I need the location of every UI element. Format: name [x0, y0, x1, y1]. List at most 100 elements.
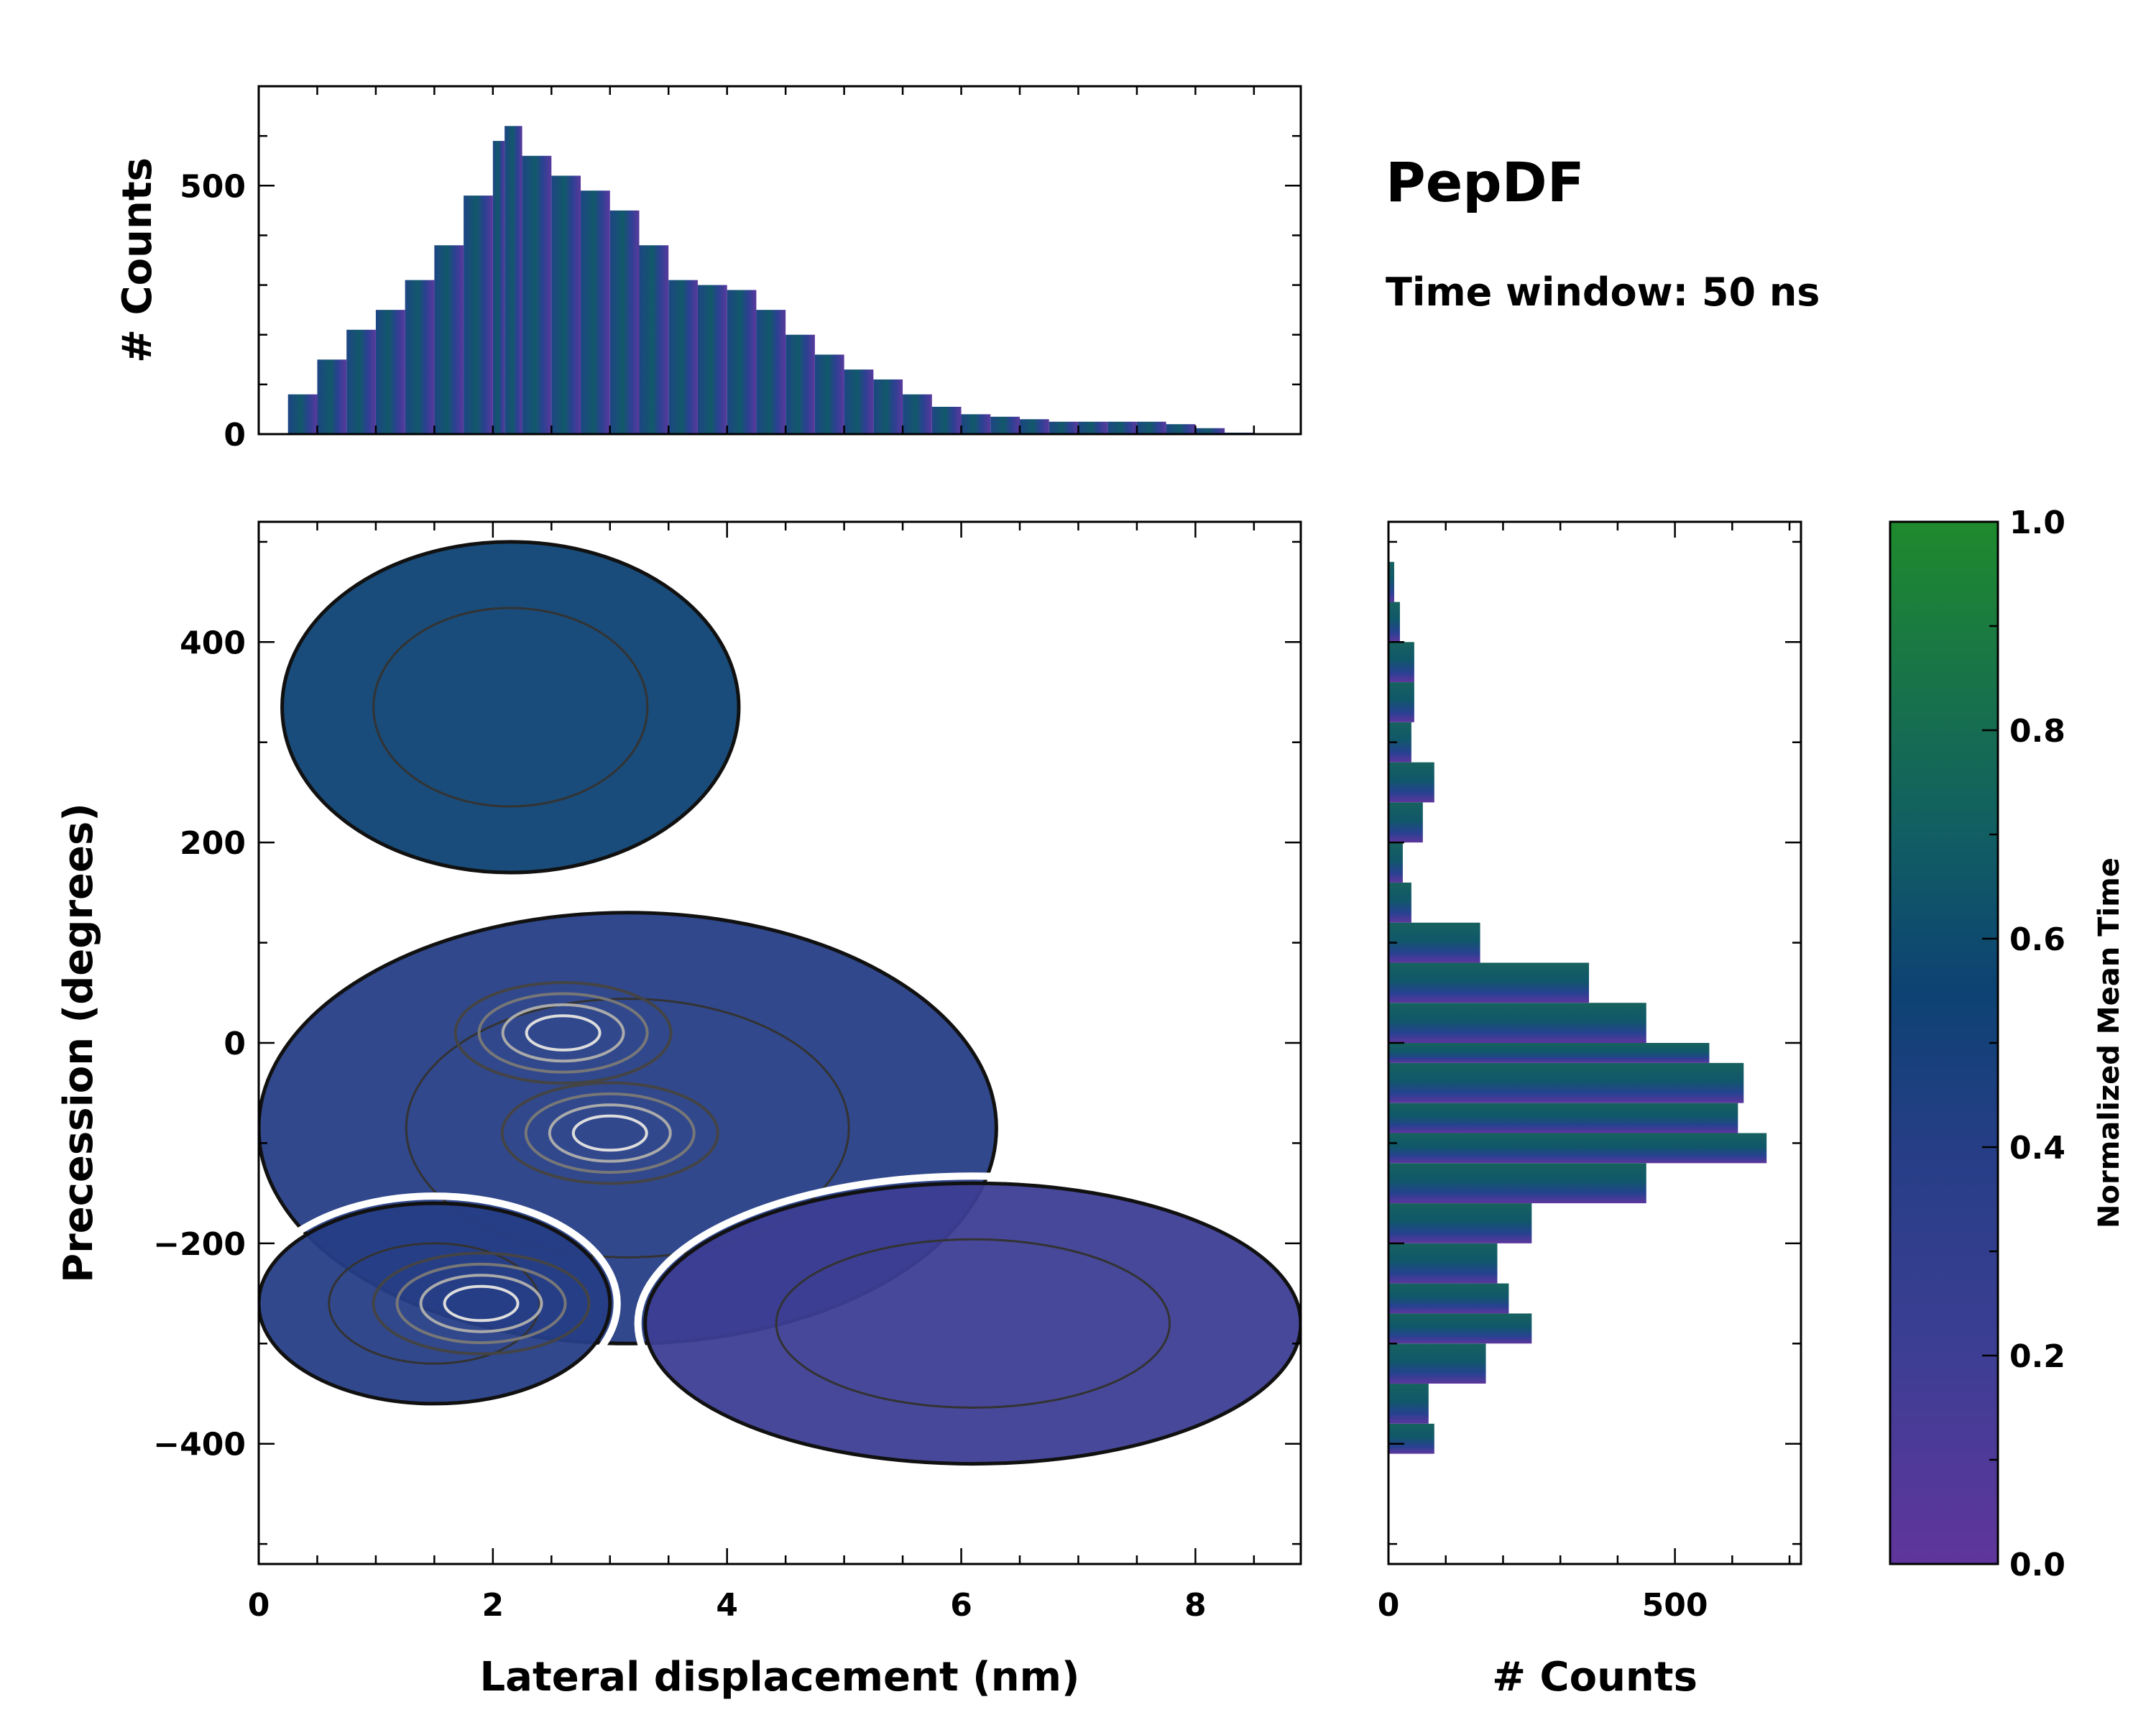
- top-hist-bar: [1019, 419, 1049, 434]
- top-hist-bar: [961, 414, 991, 434]
- right-hist-bar: [1388, 642, 1414, 683]
- top-histogram-frame: [257, 85, 1302, 436]
- density-contour: [453, 981, 673, 1085]
- region-contour: [372, 607, 649, 808]
- top-hist-bar: [1195, 428, 1225, 434]
- density-contour: [501, 1003, 625, 1063]
- top-histogram-bars: [287, 126, 1254, 435]
- right-histogram-ticks: 0 500: [1378, 522, 1801, 1624]
- colorbar-tick-label: 0.0: [2009, 1547, 2065, 1583]
- top-histogram-ylabel: # Counts: [114, 157, 161, 363]
- main-xlabel: Lateral displacement (nm): [479, 1654, 1079, 1701]
- right-hist-bar: [1388, 1043, 1710, 1063]
- region-contour: [328, 1242, 541, 1365]
- top-hist-bar: [405, 280, 435, 434]
- colorbar-tick-label: 0.2: [2009, 1338, 2065, 1375]
- top-hist-bar: [903, 394, 932, 434]
- right-hist-bar: [1388, 802, 1423, 843]
- right-hist-bar: [1388, 882, 1411, 923]
- density-contour: [571, 1114, 648, 1152]
- top-hist-bar: [375, 310, 405, 434]
- region-outline-white: [271, 530, 750, 883]
- top-hist-bar: [1107, 421, 1137, 434]
- main-heatmap: 0 2 4 6 8 −400 −200 0 200 400 Lateral displacemen…: [55, 520, 1302, 1701]
- region-fill: [259, 1201, 612, 1406]
- region-contour: [775, 1238, 1171, 1409]
- main-heatmap-ticks: 0 2 4 6 8 −400 −200 0 200 400: [153, 522, 1301, 1624]
- density-contour: [500, 1081, 719, 1185]
- right-hist-bar: [1388, 1133, 1767, 1164]
- top-hist-bar: [317, 359, 347, 434]
- x-tick-label: 8: [1184, 1587, 1207, 1624]
- right-hist-bar: [1388, 1343, 1486, 1384]
- heatmap-region-1: [271, 530, 750, 883]
- y-tick-label: −400: [153, 1427, 246, 1463]
- region-fill: [643, 1181, 1301, 1466]
- right-hist-bar: [1388, 561, 1394, 602]
- top-hist-bar: [505, 126, 522, 435]
- density-contour: [395, 1262, 567, 1345]
- right-hist-bar: [1388, 922, 1480, 963]
- top-hist-bar: [931, 406, 962, 434]
- density-contour: [548, 1103, 672, 1163]
- region-contour: [405, 998, 850, 1259]
- top-hist-bar: [346, 329, 376, 434]
- colorbar-gradient: [1889, 520, 1999, 1565]
- right-hist-bar: [1388, 1062, 1744, 1103]
- top-hist-bar: [873, 379, 903, 434]
- heatmap-regions: [259, 530, 1301, 1475]
- right-hist-bar: [1388, 842, 1403, 883]
- region-fill: [280, 540, 741, 875]
- colorbar-tick-label: 0.4: [2009, 1130, 2065, 1167]
- top-hist-bar: [551, 175, 581, 434]
- top-hist-bar: [1166, 424, 1196, 434]
- top-hist-bar: [492, 141, 505, 435]
- density-peak-2: [500, 1081, 719, 1185]
- heatmap-region-3: [259, 1192, 621, 1414]
- top-hist-bar: [990, 416, 1020, 434]
- x-tick-label: 4: [716, 1587, 738, 1624]
- top-hist-bar: [786, 334, 815, 434]
- colorbar-tick-label: 0.8: [2009, 713, 2065, 750]
- top-hist-bar: [522, 155, 552, 435]
- top-hist-bar: [756, 310, 786, 434]
- colorbar-ticks: 0.0 0.2 0.4 0.6 0.8 1.0: [1982, 505, 2065, 1583]
- right-hist-bar: [1388, 1283, 1509, 1314]
- figure-title: PepDF: [1386, 150, 1585, 214]
- density-peaks: [372, 981, 719, 1356]
- top-hist-bar: [1049, 421, 1079, 434]
- x-tick-label: 6: [950, 1587, 972, 1624]
- region-outline-white: [634, 1172, 1301, 1475]
- right-hist-bar: [1388, 1243, 1498, 1284]
- top-hist-bar: [668, 280, 698, 434]
- top-hist-bar: [844, 369, 874, 434]
- top-hist-bar: [697, 285, 727, 434]
- top-y-tick-label: 500: [180, 168, 246, 205]
- right-hist-bar: [1388, 1003, 1646, 1043]
- density-contour: [443, 1284, 520, 1322]
- right-hist-bar: [1388, 1203, 1532, 1243]
- right-hist-bar: [1388, 1384, 1429, 1424]
- top-hist-bar: [1136, 421, 1166, 434]
- density-contour: [372, 1251, 591, 1356]
- right-hist-bar: [1388, 1163, 1646, 1204]
- top-histogram-ticks: 0 500: [180, 85, 1301, 454]
- colorbar-label: Normalized Mean Time: [2093, 857, 2126, 1228]
- top-hist-bar: [434, 245, 464, 434]
- top-histogram: 0 500 # Counts: [114, 85, 1302, 454]
- y-tick-label: 400: [180, 625, 246, 661]
- region-outline-white: [259, 1192, 621, 1414]
- right-histogram: 0 500 # Counts: [1378, 520, 1802, 1701]
- right-hist-bar: [1388, 1103, 1738, 1133]
- right-histogram-bars: [1388, 561, 1767, 1454]
- top-hist-bar: [287, 394, 318, 434]
- right-x-tick-label: 500: [1642, 1587, 1708, 1624]
- right-hist-bar: [1388, 962, 1590, 1003]
- density-contour: [477, 992, 649, 1074]
- colorbar-tick-label: 1.0: [2009, 505, 2065, 541]
- colorbar-tick-label: 0.6: [2009, 921, 2065, 958]
- top-y-tick-label: 0: [224, 417, 246, 454]
- top-hist-bar: [727, 290, 757, 434]
- x-tick-label: 0: [248, 1587, 270, 1624]
